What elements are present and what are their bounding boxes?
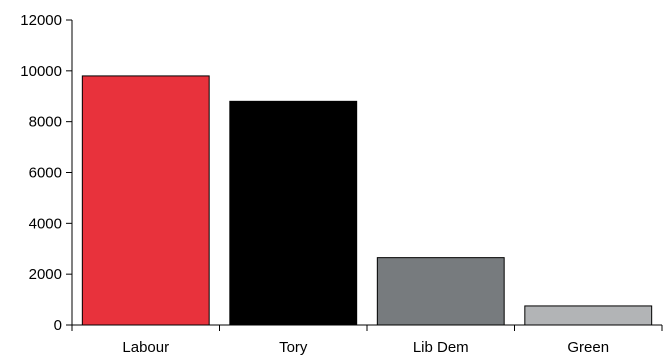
y-tick-label: 12000 <box>20 12 62 29</box>
x-tick-label: Lib Dem <box>413 339 469 356</box>
y-tick-label: 6000 <box>29 165 62 182</box>
bar-tory <box>229 100 358 326</box>
bar-lib-dem <box>376 257 505 326</box>
y-tick-label: 4000 <box>29 215 62 232</box>
x-tick-label: Labour <box>122 339 169 356</box>
y-tick-label: 0 <box>54 317 62 334</box>
x-axis: Labour Tory Lib Dem Green <box>71 324 663 356</box>
y-tick-label: 10000 <box>20 63 62 80</box>
bar-labour <box>81 75 210 326</box>
y-tick-label: 8000 <box>29 114 62 131</box>
y-tick-label: 2000 <box>29 266 62 283</box>
x-tick-label: Green <box>567 339 609 356</box>
y-axis: 0 2000 4000 6000 8000 10000 12000 <box>20 12 73 334</box>
x-tick-label: Tory <box>279 339 308 356</box>
bars <box>81 75 653 326</box>
bar-green <box>524 305 653 326</box>
